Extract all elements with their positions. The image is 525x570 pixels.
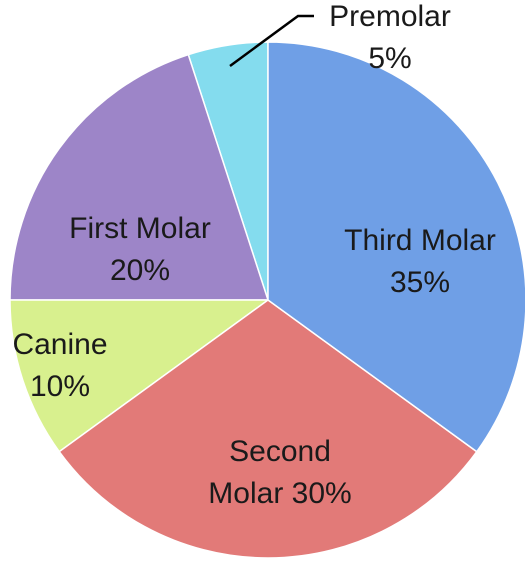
pie-slice <box>267 41 525 453</box>
leader-line <box>229 14 314 68</box>
value-label: 5% <box>368 42 412 75</box>
slice-label: Second Molar 30% <box>198 431 363 515</box>
pie-slice <box>58 299 478 559</box>
category-label: Canine <box>12 328 108 361</box>
slice-label: Third Molar 35% <box>310 220 525 304</box>
slice-label: First Molar 20% <box>40 208 240 292</box>
category-label: Third Molar <box>344 224 496 257</box>
category-label: Second Molar <box>208 435 331 510</box>
slice-label: Canine 10% <box>0 324 120 408</box>
value-label: 35% <box>389 266 451 299</box>
category-label: Premolar <box>329 0 451 33</box>
pie-slice <box>9 53 270 301</box>
value-label: 10% <box>29 370 91 403</box>
category-label: First Molar <box>69 212 211 245</box>
value-label: 30% <box>291 477 352 510</box>
slice-label: Premolar 5% <box>310 0 470 80</box>
pie-slice <box>9 299 271 453</box>
value-label: 20% <box>109 254 171 287</box>
